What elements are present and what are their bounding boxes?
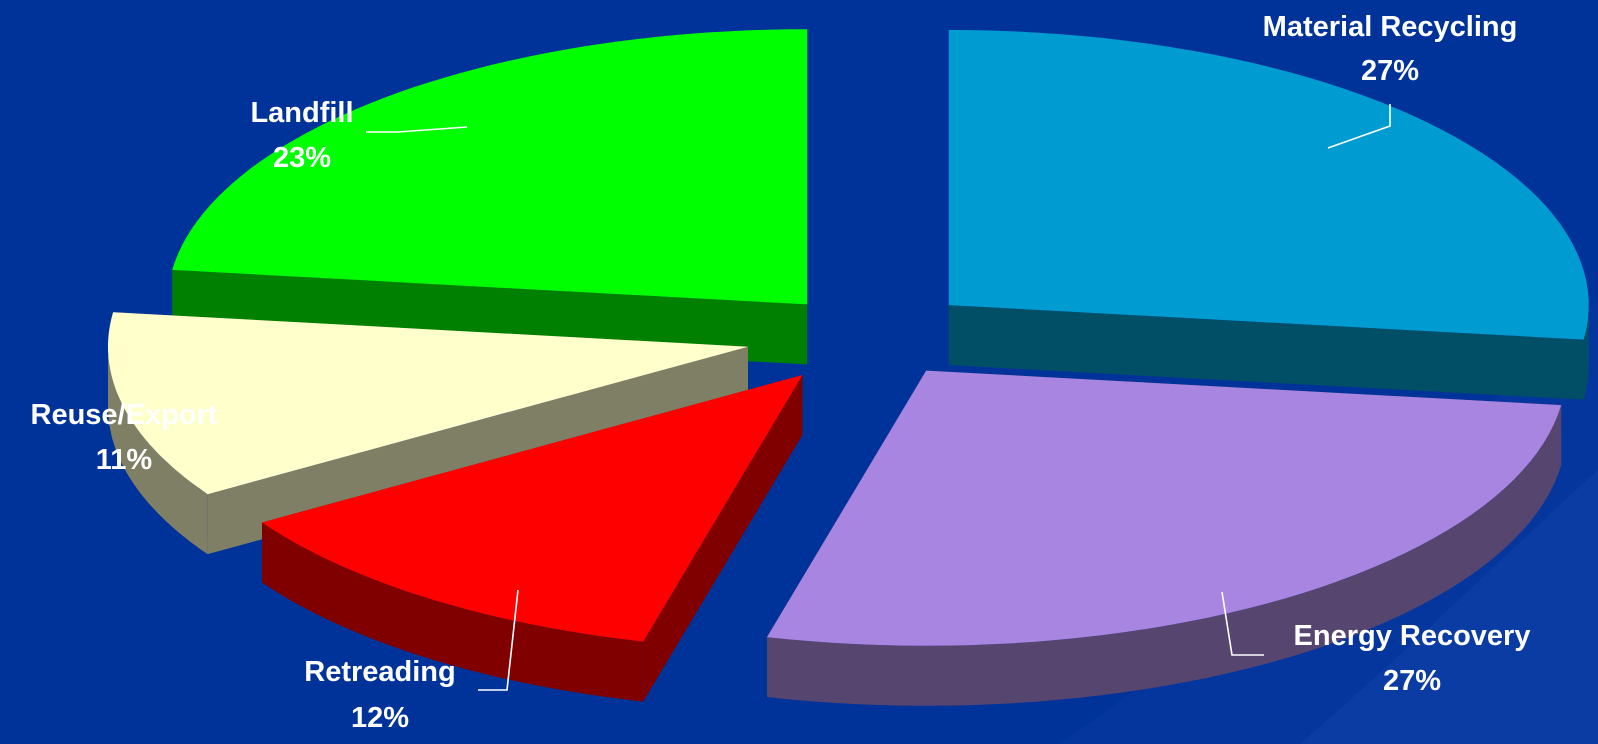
pie-slice-material-recycling [948,29,1589,400]
slices-layer [108,29,1589,706]
label-material-recycling-name: Material Recycling [1263,11,1518,43]
leader-line-landfill [366,126,468,133]
label-energy-recovery-value: 27% [1383,665,1441,697]
slice-top-retreading [262,375,803,642]
leader-line-energy-recovery [1221,591,1264,656]
label-reuse-export-value: 11% [96,444,153,476]
label-material-recycling-value: 27% [1361,55,1419,87]
slice-side-energy-recovery [767,405,1562,706]
label-reuse-export-name: Reuse/Export [31,399,218,431]
slice-side-material-recycling [1583,305,1589,400]
slice-top-reuse-export [108,312,748,495]
slice-side-retreading [262,522,644,702]
pie-slice-energy-recovery [767,370,1562,706]
label-landfill-value: 23% [273,142,331,174]
leader-line-retreading [478,589,519,691]
slice-top-landfill [172,29,808,305]
label-energy-recovery-name: Energy Recovery [1294,620,1531,652]
slice-side-reuse-export [108,346,208,555]
slice-edge-material-recycling-1 [948,305,1584,400]
labels-layer: Material Recycling 27% Energy Recovery 2… [31,11,1531,734]
pie-slice-landfill [172,29,808,365]
pie-slice-retreading [262,375,803,702]
slice-edge-landfill-0 [172,269,808,365]
slice-top-energy-recovery [767,370,1562,646]
label-retreading-value: 12% [351,702,409,734]
label-retreading-name: Retreading [304,656,455,688]
slice-edge-retreading-0 [643,375,803,702]
slice-top-material-recycling [948,29,1589,340]
label-landfill-name: Landfill [250,97,353,129]
leader-line-material-recycling [1327,104,1391,149]
